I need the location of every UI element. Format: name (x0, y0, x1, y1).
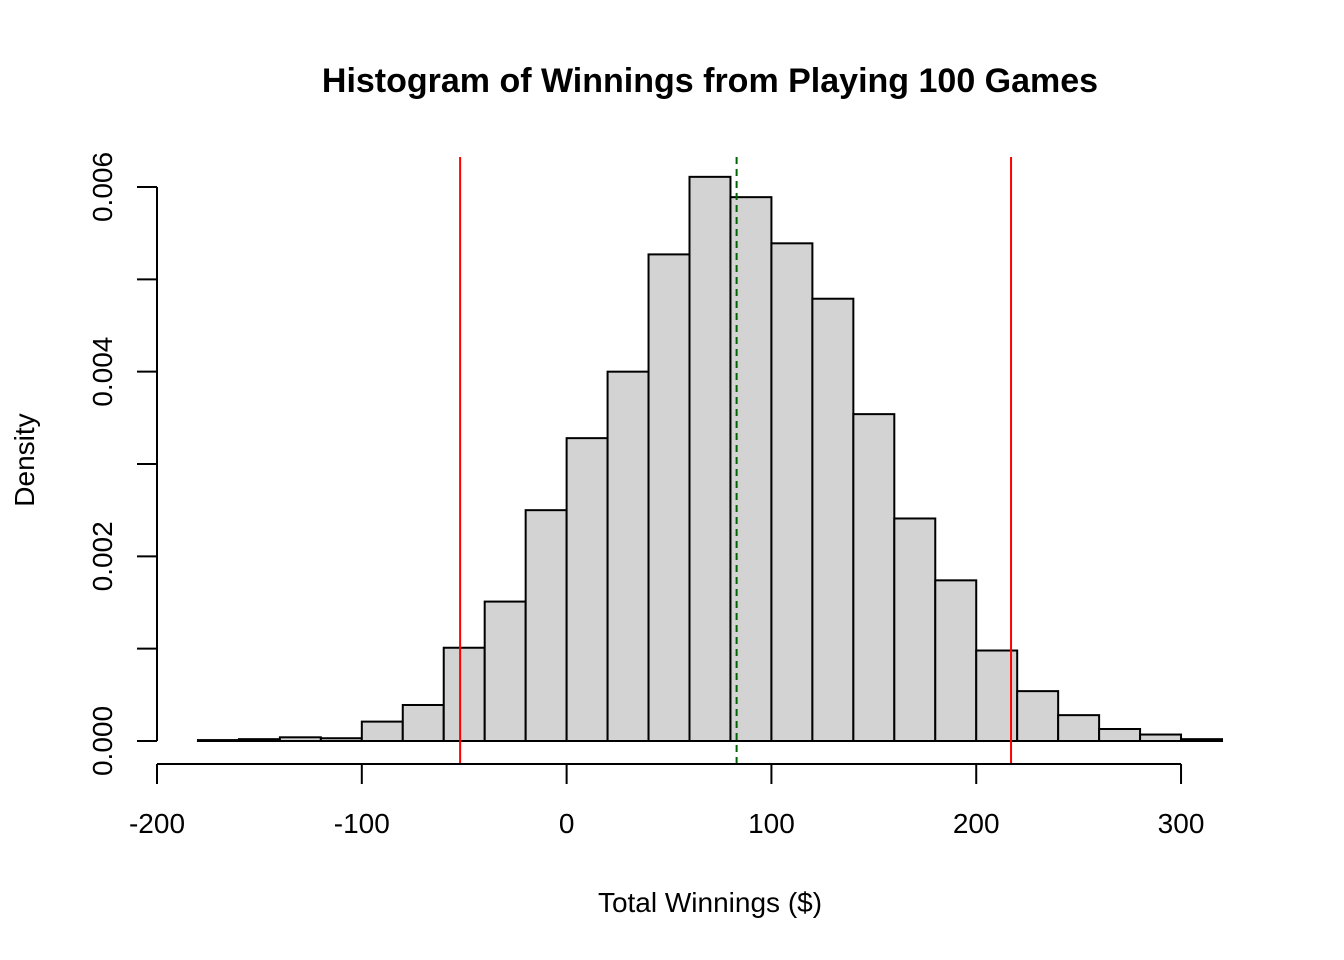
histogram-bar (852, 413, 896, 742)
histogram-bar (401, 703, 445, 742)
x-tick-label: 200 (953, 808, 1000, 839)
y-tick-label: 0.000 (87, 706, 118, 776)
histogram-bar (278, 736, 322, 742)
histogram-bar (319, 737, 363, 742)
chart-title: Histogram of Winnings from Playing 100 G… (322, 62, 1098, 100)
histogram-bar (196, 739, 240, 742)
histogram-bar (442, 646, 486, 743)
histogram-bar (1180, 738, 1223, 742)
y-axis-label: Density (9, 413, 40, 506)
histogram-bar (1098, 727, 1142, 742)
x-axis-label: Total Winnings ($) (598, 887, 822, 918)
histogram-bar (606, 370, 650, 742)
histogram-bar (1139, 733, 1183, 743)
x-tick-label: -100 (334, 808, 390, 839)
histogram-bar (1016, 690, 1060, 743)
y-tick-label: 0.002 (87, 521, 118, 591)
y-tick-label: 0.004 (87, 337, 118, 407)
x-tick-label: -200 (129, 808, 185, 839)
x-tick-label: 100 (748, 808, 795, 839)
histogram-bar (1057, 714, 1101, 742)
histogram-bar (360, 720, 404, 742)
x-axis: -200 -100 0 100 200 300 (129, 763, 1205, 839)
histogram-bar (524, 509, 568, 742)
histogram-bar (565, 437, 609, 742)
histogram-bar (811, 297, 855, 742)
histogram-bars (196, 175, 1223, 743)
histogram-bar (483, 600, 527, 742)
histogram-bar (647, 253, 691, 743)
histogram-bar (934, 579, 978, 743)
histogram-bar (237, 738, 281, 742)
x-tick-label: 300 (1158, 808, 1205, 839)
reference-lines (459, 157, 1013, 763)
y-tick-label: 0.006 (87, 152, 118, 222)
y-axis: 0.000 0.002 0.004 0.006 (87, 152, 158, 776)
histogram-bar (893, 517, 937, 743)
histogram-bar (688, 175, 732, 743)
histogram-bar (770, 242, 814, 742)
x-tick-label: 0 (559, 808, 575, 839)
